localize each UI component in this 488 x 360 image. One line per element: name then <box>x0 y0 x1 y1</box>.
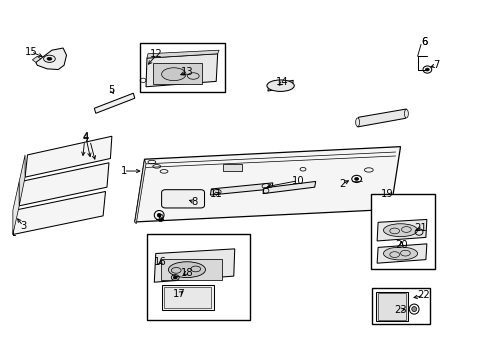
Polygon shape <box>13 181 19 234</box>
Polygon shape <box>36 48 66 69</box>
Polygon shape <box>135 147 400 222</box>
Ellipse shape <box>411 307 416 312</box>
Bar <box>222 164 242 171</box>
Ellipse shape <box>355 118 359 127</box>
Text: 8: 8 <box>191 197 198 207</box>
Polygon shape <box>25 136 112 177</box>
Bar <box>377 293 405 320</box>
Bar <box>163 287 210 308</box>
Ellipse shape <box>161 68 185 81</box>
Ellipse shape <box>404 109 407 118</box>
Text: 16: 16 <box>154 257 167 267</box>
Text: 6: 6 <box>421 37 427 47</box>
Polygon shape <box>263 181 315 194</box>
Text: 9: 9 <box>157 215 163 224</box>
Text: 15: 15 <box>24 46 37 57</box>
Polygon shape <box>94 93 135 113</box>
Text: 13: 13 <box>180 67 193 77</box>
Bar <box>160 259 221 280</box>
Bar <box>375 292 407 321</box>
Ellipse shape <box>383 224 417 237</box>
FancyBboxPatch shape <box>161 190 204 208</box>
Text: 6: 6 <box>421 37 427 47</box>
Text: 5: 5 <box>108 85 115 95</box>
Polygon shape <box>32 56 41 62</box>
Ellipse shape <box>425 68 428 71</box>
Polygon shape <box>357 109 406 127</box>
Text: 12: 12 <box>150 49 163 59</box>
Polygon shape <box>13 192 105 234</box>
Polygon shape <box>376 220 426 241</box>
Text: 11: 11 <box>209 189 222 199</box>
Text: 7: 7 <box>432 60 438 70</box>
Bar <box>147 234 250 320</box>
Ellipse shape <box>168 262 205 278</box>
Text: 19: 19 <box>380 189 392 199</box>
Text: 10: 10 <box>291 176 304 186</box>
Ellipse shape <box>383 247 417 260</box>
Ellipse shape <box>266 80 294 91</box>
Text: 20: 20 <box>394 239 407 249</box>
Ellipse shape <box>354 177 358 180</box>
Polygon shape <box>19 155 25 206</box>
Polygon shape <box>267 80 293 91</box>
Text: 3: 3 <box>20 221 26 231</box>
Ellipse shape <box>47 57 52 60</box>
Ellipse shape <box>173 276 177 279</box>
Polygon shape <box>210 183 272 195</box>
Text: 1: 1 <box>120 166 126 176</box>
Text: 4: 4 <box>83 133 89 143</box>
Polygon shape <box>146 54 217 87</box>
Polygon shape <box>154 249 234 282</box>
Bar <box>370 194 434 269</box>
Text: 22: 22 <box>417 291 429 301</box>
Text: 14: 14 <box>276 77 288 87</box>
Text: 4: 4 <box>83 132 89 142</box>
Text: 17: 17 <box>172 289 185 299</box>
Polygon shape <box>147 50 219 58</box>
Polygon shape <box>19 163 109 206</box>
Polygon shape <box>135 159 146 224</box>
Bar <box>153 63 201 84</box>
Text: 18: 18 <box>180 267 193 278</box>
Text: 21: 21 <box>414 224 427 233</box>
Bar <box>371 288 429 324</box>
Text: 2: 2 <box>338 179 345 189</box>
Text: 23: 23 <box>393 305 406 315</box>
Bar <box>161 285 214 310</box>
Ellipse shape <box>157 213 161 217</box>
Polygon shape <box>376 244 426 263</box>
Bar <box>140 42 224 92</box>
